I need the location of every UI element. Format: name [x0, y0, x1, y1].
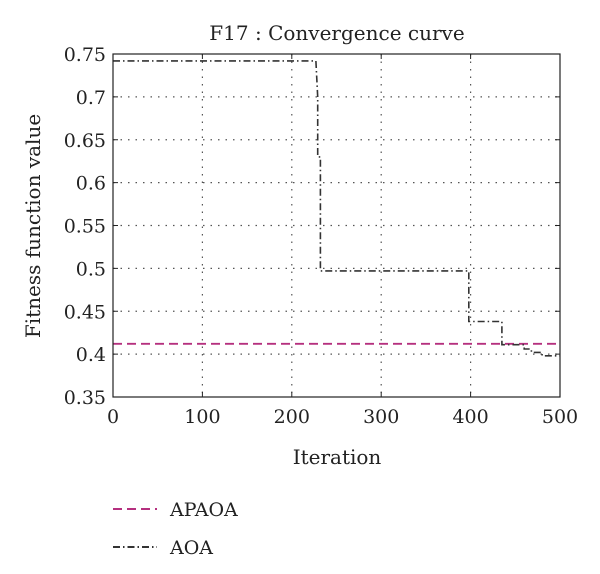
x-tick-label: 200 [274, 406, 310, 428]
legend: APAOA AOA [113, 499, 238, 559]
x-tick-label: 300 [363, 406, 399, 428]
y-tick-label: 0.65 [64, 130, 106, 152]
y-axis-label: Fitness function value [21, 114, 45, 338]
x-tick-label: 100 [184, 406, 220, 428]
y-tick-label: 0.5 [76, 258, 106, 280]
y-tick-label: 0.45 [64, 301, 106, 323]
y-tick-label: 0.55 [64, 216, 106, 238]
y-tick-label: 0.4 [76, 344, 106, 366]
series-lines [113, 60, 560, 357]
y-tick-label: 0.6 [76, 173, 106, 195]
legend-label: APAOA [169, 499, 238, 521]
x-tick-label: 0 [107, 406, 119, 428]
series-line-aoa [113, 60, 560, 357]
y-tick-label: 0.7 [76, 87, 106, 109]
x-tick-label: 500 [542, 406, 578, 428]
x-axis-label: Iteration [293, 445, 382, 469]
plot-frame [112, 53, 561, 398]
y-tick-label: 0.75 [64, 44, 106, 66]
legend-label: AOA [169, 537, 213, 559]
y-tick-label: 0.35 [64, 387, 106, 409]
grid-lines [113, 54, 560, 397]
x-tick-label: 400 [452, 406, 488, 428]
axis-ticks: 0 100 200 300 400 500 0.35 0.4 0.45 0.5 0.55 0.6 0.6… [64, 44, 578, 428]
chart-title: F17 : Convergence curve [209, 21, 464, 45]
